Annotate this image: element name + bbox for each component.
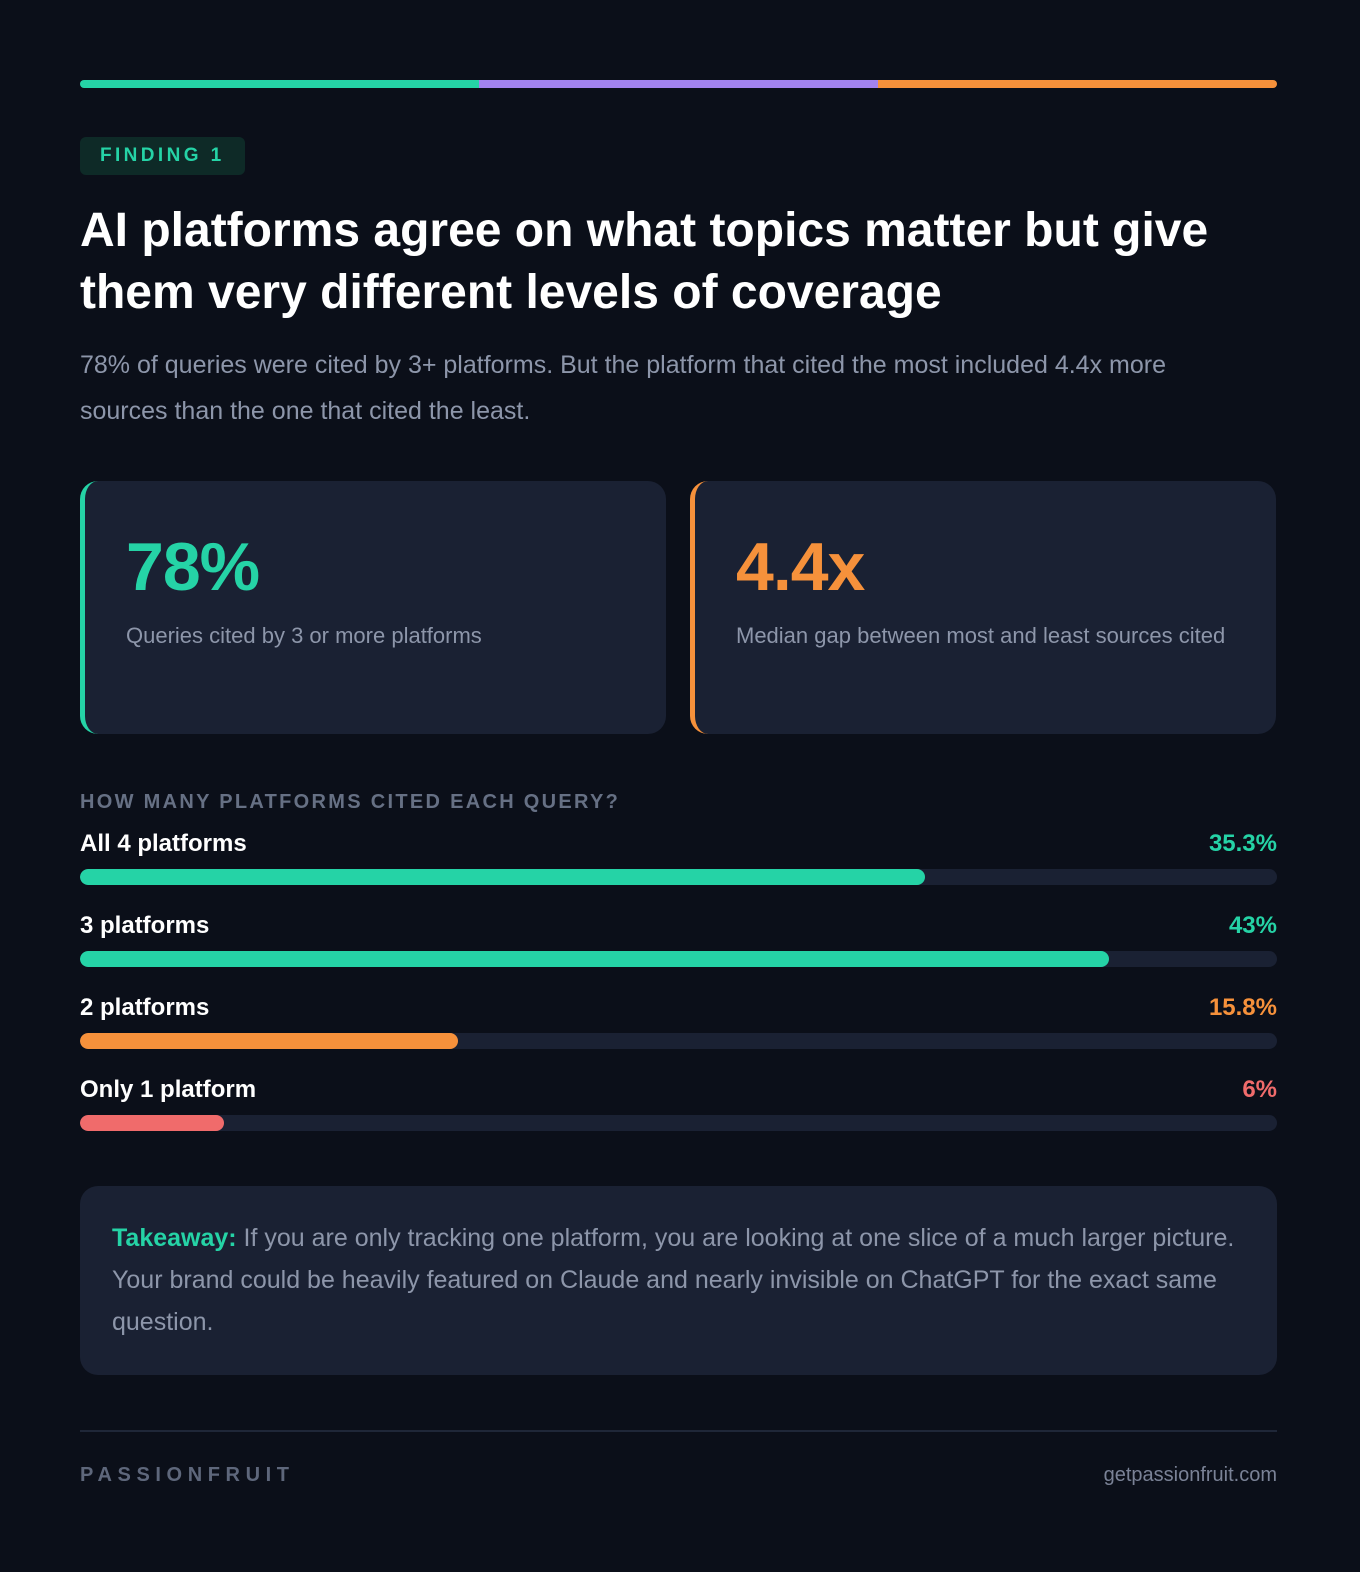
bar-row: Only 1 platform 6% <box>80 1074 1277 1156</box>
brand-wordmark: PASSIONFRUIT <box>80 1463 295 1486</box>
bar-fill <box>80 1115 224 1131</box>
chart-title: HOW MANY PLATFORMS CITED EACH QUERY? <box>80 791 621 813</box>
bar-value-label: 43% <box>1228 912 1277 939</box>
bar-header: 2 platforms 15.8% <box>80 992 1277 1024</box>
bar-track <box>80 869 1277 885</box>
bar-category-label: 2 platforms <box>80 994 210 1021</box>
bar-value-label: 6% <box>1242 1076 1277 1103</box>
bar-row: 2 platforms 15.8% <box>80 992 1277 1074</box>
bar-fill <box>80 1033 459 1049</box>
bar-header: All 4 platforms 35.3% <box>80 828 1277 860</box>
footer: PASSIONFRUIT getpassionfruit.com <box>80 1460 1277 1490</box>
bar-track <box>80 1033 1277 1049</box>
page-title: AI platforms agree on what topics matter… <box>80 204 1209 319</box>
takeaway-lead: Takeaway: <box>112 1224 237 1252</box>
bar-track <box>80 951 1277 967</box>
stat-cards: 78% Queries cited by 3 or more platforms… <box>80 481 1277 734</box>
takeaway-text: If you are only tracking one platform, y… <box>112 1224 1235 1336</box>
bar-category-label: All 4 platforms <box>80 830 247 857</box>
top-accent-bar <box>80 80 1277 88</box>
bar-chart: All 4 platforms 35.3% 3 platforms 43% 2 plat… <box>80 828 1277 1156</box>
stat-label-gap: Median gap between most and least source… <box>736 623 1226 648</box>
stat-value-gap: 4.4x <box>736 529 865 605</box>
site-url[interactable]: getpassionfruit.com <box>1103 1463 1277 1486</box>
stat-value-queries: 78% <box>126 529 260 605</box>
stat-card-gap: 4.4x Median gap between most and least s… <box>690 481 1276 734</box>
top-accent-segment-orange <box>878 80 1277 88</box>
bar-row: All 4 platforms 35.3% <box>80 828 1277 910</box>
bar-track <box>80 1115 1277 1131</box>
stat-card-queries: 78% Queries cited by 3 or more platforms <box>80 481 666 734</box>
bar-row: 3 platforms 43% <box>80 910 1277 992</box>
stat-label-queries: Queries cited by 3 or more platforms <box>126 623 482 648</box>
bar-header: 3 platforms 43% <box>80 910 1277 942</box>
takeaway-box: Takeaway: If you are only tracking one p… <box>80 1186 1277 1375</box>
page-subtitle: 78% of queries were cited by 3+ platform… <box>80 351 1166 425</box>
bar-value-label: 15.8% <box>1208 994 1277 1021</box>
bar-category-label: 3 platforms <box>80 912 210 939</box>
bar-fill <box>80 951 1110 967</box>
bar-fill <box>80 869 926 885</box>
bar-value-label: 35.3% <box>1208 830 1277 857</box>
finding-card: FINDING 1 AI platforms agree on what top… <box>80 80 1277 1375</box>
bar-header: Only 1 platform 6% <box>80 1074 1277 1106</box>
bar-category-label: Only 1 platform <box>80 1076 257 1103</box>
finding-badge: FINDING 1 <box>80 137 245 175</box>
top-accent-segment-teal <box>80 80 479 88</box>
top-accent-segment-purple <box>479 80 878 88</box>
footer-divider <box>80 1430 1277 1432</box>
